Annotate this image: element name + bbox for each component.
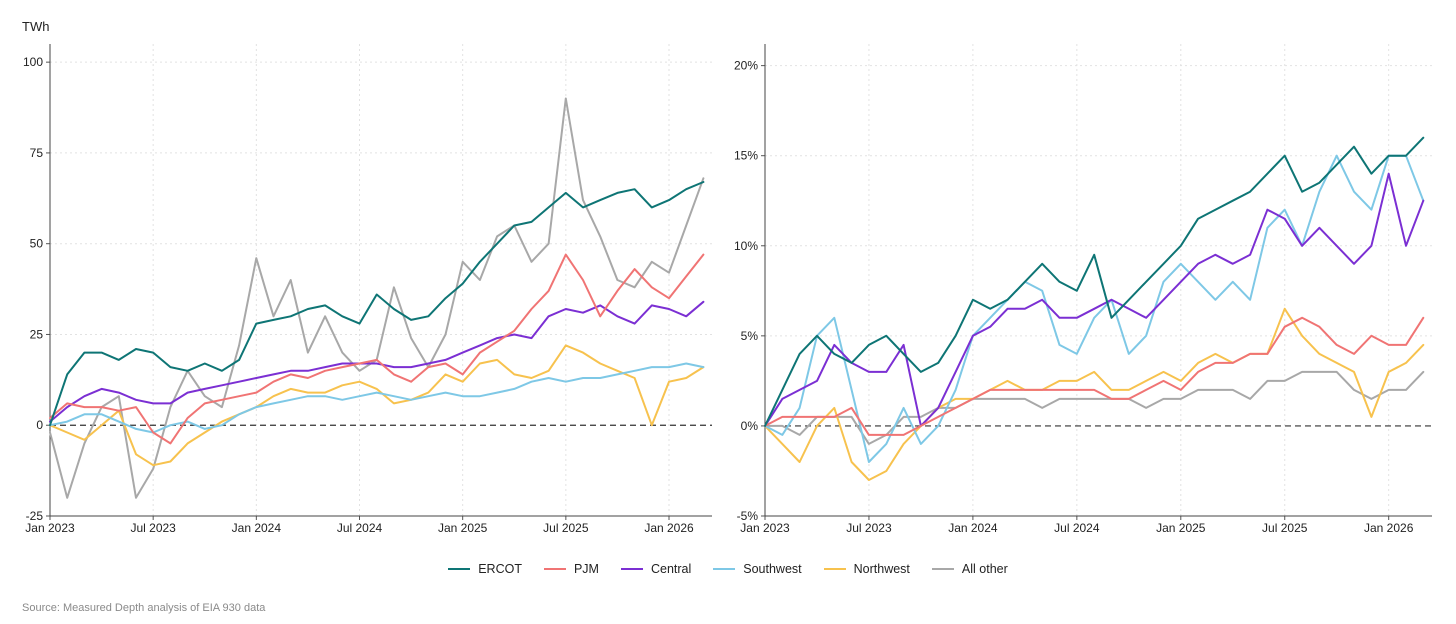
series-line-ercot [764,136,1425,427]
x-tick-label: Jan 2026 [644,521,694,535]
y-tick-label: 15% [734,149,758,163]
y-tick-label: 5% [741,329,759,343]
legend-swatch-pjm [543,568,566,570]
x-tick-label: Jan 2023 [740,521,790,535]
y-tick-label: 50 [30,237,44,251]
x-tick-label: Jan 2025 [1156,521,1206,535]
x-tick-label: Jul 2025 [1262,521,1308,535]
legend-swatch-ercot [448,568,471,570]
legend-swatch-all-other [931,568,954,570]
series-line-pjm [764,316,1425,436]
series-line-northwest [764,307,1425,481]
legend-item-pjm: PJM [543,562,599,576]
legend-label-ercot: ERCOT [478,562,522,576]
legend-item-southwest: Southwest [713,562,802,576]
legend-item-central: Central [620,562,692,576]
x-tick-label: Jul 2024 [1054,521,1100,535]
chart-panel-1: -25 0 25 50 75 100 Jan 2023 Jul 2023 Jan 2024 Jul… [22,19,712,535]
y-tick-label: 10% [734,239,758,253]
y-tick-label: 20% [734,59,758,73]
x-tick-label: Jan 2025 [438,521,488,535]
y-tick-label: 75 [30,146,44,160]
y-tick-label: -25 [26,509,44,523]
legend-item-ercot: ERCOT [448,562,522,576]
source-note: Source: Measured Depth analysis of EIA 9… [22,602,266,614]
chart-panel-2: -5% 0% 5% 10% 15% 20% Jan 2023 Jul 2023 Jan 2024… [734,44,1432,535]
x-tick-label: Jan 2023 [25,521,75,535]
legend: ERCOT PJM Central Southwest Northwest Al… [0,562,1456,576]
y-tick-label: 0% [741,419,759,433]
series-line-pjm [49,253,705,445]
legend-swatch-southwest [713,568,736,570]
legend-label-northwest: Northwest [853,562,910,576]
series-line-central [49,300,705,423]
legend-label-pjm: PJM [573,562,599,576]
x-tick-label: Jan 2024 [232,521,282,535]
x-tick-label: Jan 2026 [1364,521,1414,535]
legend-label-all-other: All other [961,562,1008,576]
legend-item-northwest: Northwest [823,562,910,576]
x-tick-label: Jul 2023 [846,521,892,535]
x-tick-label: Jul 2024 [337,521,383,535]
series-line-all-other [49,97,705,499]
series-line-all-other [764,370,1425,445]
legend-label-central: Central [650,562,692,576]
y-axis-label: TWh [22,19,49,34]
y-tick-label: 0 [36,418,43,432]
series-line-ercot [49,181,705,427]
y-tick-label: 100 [23,55,43,69]
legend-swatch-northwest [823,568,846,570]
series-line-northwest [49,344,705,467]
y-tick-label: -5% [737,509,759,523]
charts-svg: -25 0 25 50 75 100 Jan 2023 Jul 2023 Jan 2024 Jul… [22,19,1432,535]
series-line-southwest [764,154,1425,463]
legend-label-southwest: Southwest [743,562,802,576]
x-tick-label: Jul 2025 [543,521,589,535]
series-line-central [764,172,1425,427]
x-tick-label: Jan 2024 [948,521,998,535]
y-tick-label: 25 [30,327,44,341]
x-tick-label: Jul 2023 [130,521,176,535]
legend-swatch-central [620,568,643,570]
series-line-southwest [49,362,705,434]
legend-item-all-other: All other [931,562,1008,576]
